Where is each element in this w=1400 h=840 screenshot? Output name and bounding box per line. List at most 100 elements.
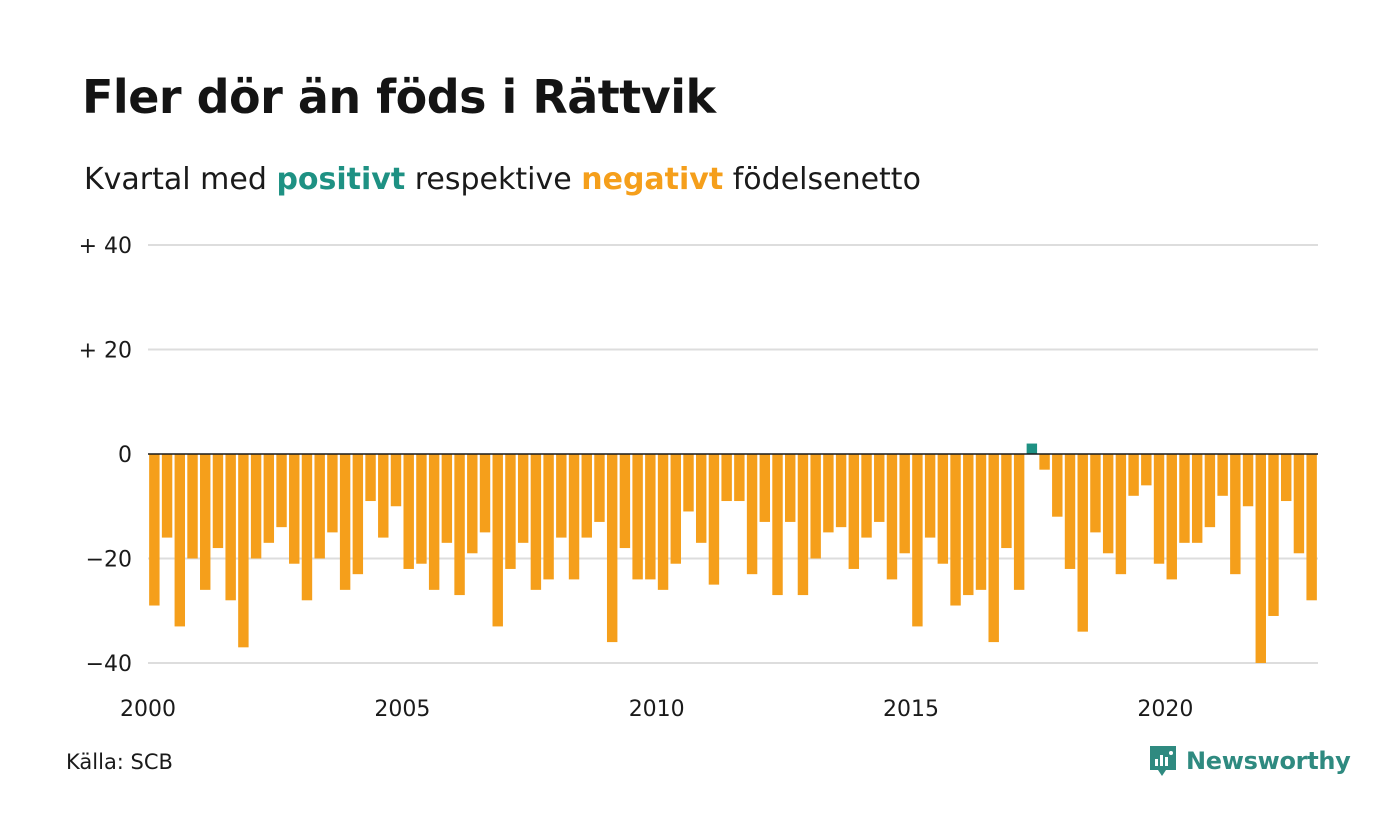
x-tick-label: 2020 xyxy=(1137,697,1193,722)
bar xyxy=(289,454,300,564)
subtitle-prefix: Kvartal med xyxy=(84,162,267,197)
bar xyxy=(835,454,847,528)
bar xyxy=(1141,454,1152,486)
bar xyxy=(174,454,186,627)
bar xyxy=(1280,454,1292,502)
bar xyxy=(1217,454,1228,496)
y-tick-label: + 40 xyxy=(79,234,132,259)
bar xyxy=(1204,454,1216,528)
bar xyxy=(886,454,898,580)
bar xyxy=(950,454,961,606)
bar xyxy=(1039,454,1050,470)
x-tick-label: 2015 xyxy=(883,697,939,722)
bar xyxy=(276,454,287,528)
bar xyxy=(479,454,491,533)
bar xyxy=(403,454,414,569)
bar xyxy=(645,454,656,580)
bar xyxy=(454,454,465,596)
subtitle-negative-word: negativt xyxy=(581,162,724,197)
bar xyxy=(1090,454,1101,533)
bar xyxy=(149,454,160,606)
bar xyxy=(899,454,910,554)
bar xyxy=(1179,454,1190,543)
y-tick-label: + 20 xyxy=(79,339,132,364)
bar xyxy=(619,454,631,549)
source-note: Källa: SCB xyxy=(66,750,173,774)
bar xyxy=(556,454,567,538)
bar xyxy=(606,454,618,643)
bar xyxy=(810,454,821,559)
bar xyxy=(416,454,427,564)
bar xyxy=(200,454,211,590)
bar xyxy=(963,454,974,596)
y-tick-label: −20 xyxy=(86,548,132,573)
bar xyxy=(1064,454,1076,569)
bar xyxy=(352,454,364,575)
bar xyxy=(492,454,503,627)
bar xyxy=(1115,454,1127,575)
bar xyxy=(695,454,707,543)
bar xyxy=(378,454,389,538)
bar xyxy=(568,454,580,580)
y-axis-ticks: + 40 + 20 0 −20 −40 xyxy=(79,234,132,677)
subtitle-suffix: födelsenetto xyxy=(732,162,921,197)
bar xyxy=(1013,454,1025,590)
bar xyxy=(1255,454,1266,663)
bar xyxy=(1153,454,1165,564)
bar xyxy=(339,454,351,590)
bar xyxy=(250,454,262,559)
bar xyxy=(314,454,325,559)
bar xyxy=(1293,454,1305,554)
bar xyxy=(505,454,516,569)
subtitle-positive-word: positivt xyxy=(276,162,406,197)
bar xyxy=(594,454,605,522)
bar xyxy=(441,454,453,543)
bar xyxy=(721,454,732,502)
y-tick-label: −40 xyxy=(86,652,132,677)
bar xyxy=(581,454,592,538)
bar xyxy=(1102,454,1114,554)
bar xyxy=(683,454,694,512)
bar xyxy=(988,454,999,643)
bar xyxy=(517,454,529,543)
bar xyxy=(1166,454,1177,580)
bar xyxy=(1052,454,1063,517)
brand-name: Newsworthy xyxy=(1186,747,1351,775)
bar xyxy=(301,454,313,601)
bar xyxy=(937,454,949,564)
bar xyxy=(1230,454,1241,575)
bar xyxy=(225,454,236,601)
bar xyxy=(1191,454,1203,543)
subtitle-middle: respektive xyxy=(414,162,572,197)
bar xyxy=(772,454,783,596)
bar xyxy=(975,454,987,590)
bar xyxy=(861,454,872,538)
bar xyxy=(797,454,809,596)
bar-chart: + 40 + 20 0 −20 −40 2000 2005 2010 2015 2020 xyxy=(79,234,1318,722)
bar xyxy=(212,454,224,549)
x-tick-label: 2005 xyxy=(374,697,430,722)
bar xyxy=(1268,454,1279,616)
brand-logo[interactable]: Newsworthy xyxy=(1148,744,1351,778)
chart-subtitle: Kvartal med positivt respektive negativt… xyxy=(84,162,921,197)
bar xyxy=(848,454,860,569)
bar xyxy=(1306,454,1317,601)
bar xyxy=(530,454,542,590)
bar xyxy=(924,454,936,538)
bar xyxy=(365,454,376,502)
bar xyxy=(1077,454,1088,632)
y-tick-label: 0 xyxy=(118,443,132,468)
bar xyxy=(1026,443,1038,454)
bar xyxy=(632,454,643,580)
bar xyxy=(759,454,771,522)
bar xyxy=(1242,454,1254,507)
bar xyxy=(263,454,275,543)
bar xyxy=(708,454,720,585)
bar xyxy=(657,454,669,590)
x-tick-label: 2000 xyxy=(120,697,176,722)
bar xyxy=(1128,454,1139,496)
x-axis-ticks: 2000 2005 2010 2015 2020 xyxy=(120,697,1193,722)
bar xyxy=(912,454,923,627)
bar xyxy=(670,454,681,564)
bar xyxy=(823,454,834,533)
